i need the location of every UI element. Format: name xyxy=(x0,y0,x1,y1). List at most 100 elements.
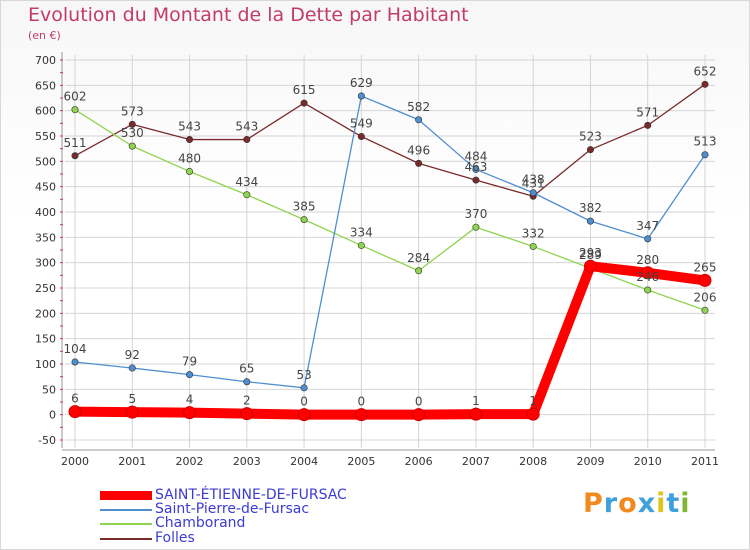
data-point xyxy=(586,146,594,154)
brand-letter: i xyxy=(680,488,691,519)
legend-label: Chamborand xyxy=(155,515,246,531)
data-point xyxy=(472,223,480,231)
data-point xyxy=(526,407,540,421)
data-point xyxy=(186,136,194,144)
data-point xyxy=(583,259,597,273)
data-label: 289 xyxy=(579,248,602,262)
data-label: 206 xyxy=(694,290,717,304)
axes: -500501001502002503003504004505005506006… xyxy=(35,52,719,468)
x-tick-label: 2010 xyxy=(634,455,662,468)
data-point xyxy=(128,120,136,128)
legend-swatch xyxy=(100,523,152,525)
y-tick-label: 100 xyxy=(35,358,56,371)
legend-swatch xyxy=(100,491,152,500)
data-point xyxy=(644,235,652,243)
data-label: 549 xyxy=(350,117,373,131)
y-tick-label: 250 xyxy=(35,282,56,295)
data-label: 385 xyxy=(293,200,316,214)
data-point xyxy=(357,92,365,100)
data-label: 265 xyxy=(694,260,717,274)
data-point xyxy=(415,159,423,167)
data-label: 480 xyxy=(178,151,201,165)
data-point xyxy=(415,116,423,124)
y-tick-label: 450 xyxy=(35,181,56,194)
brand-letter: i xyxy=(656,488,667,519)
data-point xyxy=(186,371,194,379)
data-label: 332 xyxy=(522,226,545,240)
data-label: 0 xyxy=(358,395,366,409)
data-label: 511 xyxy=(64,136,87,150)
data-point xyxy=(644,121,652,129)
data-label: 652 xyxy=(694,64,717,78)
data-label: 530 xyxy=(121,126,144,140)
x-tick-label: 2006 xyxy=(405,455,433,468)
data-point xyxy=(300,384,308,392)
data-label: 382 xyxy=(579,201,602,215)
data-label: 496 xyxy=(407,143,430,157)
data-label: 79 xyxy=(182,355,197,369)
data-point xyxy=(243,191,251,199)
data-label: 463 xyxy=(464,160,487,174)
brand-letter: r xyxy=(603,488,619,519)
x-tick-label: 2000 xyxy=(61,455,89,468)
data-point xyxy=(240,407,254,421)
data-point xyxy=(183,406,197,420)
data-label: 1 xyxy=(472,394,480,408)
data-label: 523 xyxy=(579,130,602,144)
data-point xyxy=(128,364,136,372)
brand-letter: t xyxy=(666,488,681,519)
data-label: 2 xyxy=(243,394,251,408)
brand-logo: Proxiti xyxy=(583,488,691,519)
y-tick-label: 700 xyxy=(35,54,56,67)
brand-letter: o xyxy=(618,488,638,519)
data-label: 431 xyxy=(522,176,545,190)
data-point xyxy=(472,165,480,173)
series-line-1 xyxy=(74,95,706,389)
data-label: 5 xyxy=(128,392,136,406)
data-point xyxy=(354,408,368,422)
data-point xyxy=(586,217,594,225)
x-tick-label: 2005 xyxy=(347,455,375,468)
data-label: 1 xyxy=(529,394,537,408)
chart-title: Evolution du Montant de la Dette par Hab… xyxy=(28,4,469,26)
data-label: 4 xyxy=(186,393,194,407)
y-tick-label: 600 xyxy=(35,105,56,118)
data-point xyxy=(701,306,709,314)
y-tick-label: 550 xyxy=(35,130,56,143)
data-label: 6 xyxy=(71,392,79,406)
data-label: 92 xyxy=(125,348,140,362)
data-label: 334 xyxy=(350,225,373,239)
y-tick-label: 350 xyxy=(35,231,56,244)
data-label: 615 xyxy=(293,83,316,97)
series-line-0 xyxy=(70,261,710,420)
data-label: 53 xyxy=(296,368,311,382)
data-label: 582 xyxy=(407,100,430,114)
data-point xyxy=(128,142,136,150)
y-tick-label: 650 xyxy=(35,79,56,92)
data-point xyxy=(357,133,365,141)
data-point xyxy=(125,405,139,419)
y-tick-label: 300 xyxy=(35,257,56,270)
x-tick-label: 2007 xyxy=(462,455,490,468)
data-label: 104 xyxy=(64,342,87,356)
legend-swatch xyxy=(100,509,152,511)
x-tick-label: 2009 xyxy=(576,455,604,468)
data-label: 573 xyxy=(121,104,144,118)
data-label: 543 xyxy=(178,120,201,134)
data-label: 513 xyxy=(694,135,717,149)
data-label: 602 xyxy=(64,90,87,104)
data-label: 0 xyxy=(415,395,423,409)
legend-label: Saint-Pierre-de-Fursac xyxy=(155,501,310,517)
x-tick-label: 2008 xyxy=(519,455,547,468)
data-point xyxy=(529,242,537,250)
data-point xyxy=(469,407,483,421)
data-point xyxy=(68,405,82,419)
data-point xyxy=(641,266,655,280)
x-tick-label: 2003 xyxy=(233,455,261,468)
data-point xyxy=(701,80,709,88)
series-lines xyxy=(68,80,712,422)
legend-swatch xyxy=(100,538,152,540)
data-point xyxy=(357,241,365,249)
